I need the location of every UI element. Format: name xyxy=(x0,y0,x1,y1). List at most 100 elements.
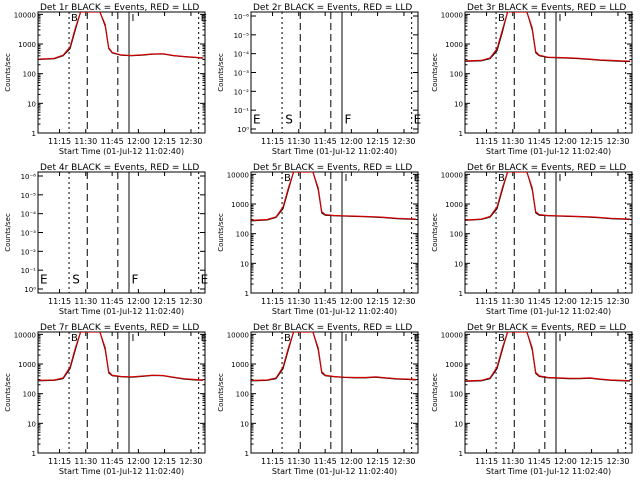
plot-frame xyxy=(464,11,633,134)
series-line-events xyxy=(251,332,417,382)
y-tick-label: 100 xyxy=(23,71,36,79)
time-marker-label: E xyxy=(628,173,634,184)
y-tick-label: 100 xyxy=(236,231,249,239)
series-line-lld xyxy=(251,172,417,221)
y-tick-label: 1 xyxy=(459,130,463,138)
chart-panel-det6: Det 6r BLACK = Events, RED = LLD Counts/s… xyxy=(431,163,634,316)
x-tick-label: 12:30 xyxy=(392,137,415,146)
time-marker-label: B xyxy=(498,333,505,344)
x-tick-label: 11:15 xyxy=(261,297,284,306)
y-tick-label: 10⁻¹ xyxy=(234,107,250,115)
x-tick-label: 11:30 xyxy=(287,297,310,306)
chart-panel-det3: Det 3r BLACK = Events, RED = LLD Counts/s… xyxy=(431,3,634,156)
panel-title: Det 1r BLACK = Events, RED = LLD xyxy=(40,3,199,13)
x-tick-label: 11:45 xyxy=(314,137,337,146)
panel-title: Det 6r BLACK = Events, RED = LLD xyxy=(467,163,626,173)
y-tick-label: 100 xyxy=(236,391,249,399)
x-tick-label: 11:30 xyxy=(74,457,97,466)
series-line-events xyxy=(465,332,631,382)
x-tick-label: 12:15 xyxy=(580,457,603,466)
time-marker-label: E xyxy=(414,333,420,344)
x-tick-label: 11:30 xyxy=(287,137,310,146)
y-tick-label: 10 xyxy=(454,100,463,108)
x-tick-label: 12:30 xyxy=(606,137,629,146)
y-tick-label: 1000 xyxy=(445,361,463,369)
x-tick-label: 12:30 xyxy=(392,297,415,306)
x-tick-label: 12:15 xyxy=(580,297,603,306)
x-tick-label: 12:15 xyxy=(366,137,389,146)
x-tick-label: 11:45 xyxy=(101,137,124,146)
time-marker-label: B xyxy=(284,173,291,184)
x-tick-label: 12:15 xyxy=(153,297,176,306)
y-tick-label: 1 xyxy=(245,450,249,458)
time-marker-label: E xyxy=(253,112,261,126)
y-tick-label: 100 xyxy=(450,391,463,399)
y-tick-label: 10 xyxy=(27,420,36,428)
series-line-events xyxy=(465,172,631,221)
y-tick-label: 10000 xyxy=(227,171,249,179)
x-tick-label: 11:30 xyxy=(74,137,97,146)
x-axis-label: Start Time (01-Jul-12 11:02:40) xyxy=(486,467,611,476)
x-tick-label: 11:45 xyxy=(528,137,551,146)
time-marker-label: E xyxy=(201,333,207,344)
x-tick-label: 11:30 xyxy=(501,297,524,306)
time-marker-label: S xyxy=(285,112,293,126)
x-tick-label: 11:45 xyxy=(314,297,337,306)
y-tick-label: 10⁻³ xyxy=(21,230,37,238)
x-axis-label: Start Time (01-Jul-12 11:02:40) xyxy=(272,467,397,476)
y-axis-label: Counts/sec xyxy=(431,213,439,252)
y-axis-label: Counts/sec xyxy=(4,213,12,252)
time-marker-label: F xyxy=(345,112,352,126)
y-tick-label: 10⁻⁶ xyxy=(234,13,250,21)
x-tick-label: 11:15 xyxy=(261,137,284,146)
y-tick-label: 10000 xyxy=(227,331,249,339)
y-tick-label: 10000 xyxy=(441,331,463,339)
y-tick-label: 1000 xyxy=(231,361,249,369)
x-tick-label: 12:00 xyxy=(554,137,577,146)
y-tick-label: 100 xyxy=(23,391,36,399)
x-axis-label: Start Time (01-Jul-12 11:02:40) xyxy=(272,307,397,316)
x-tick-label: 11:15 xyxy=(48,137,71,146)
series-line-lld xyxy=(465,332,631,382)
x-tick-label: 12:00 xyxy=(127,137,150,146)
x-axis-label: Start Time (01-Jul-12 11:02:40) xyxy=(486,307,611,316)
y-tick-label: 1000 xyxy=(445,41,463,49)
y-tick-label: 10⁻² xyxy=(21,248,37,256)
x-tick-label: 11:15 xyxy=(48,457,71,466)
x-tick-label: 11:45 xyxy=(528,457,551,466)
y-tick-label: 10 xyxy=(240,260,249,268)
time-marker-label: I xyxy=(132,13,135,24)
y-tick-label: 1 xyxy=(245,290,249,298)
x-tick-label: 11:45 xyxy=(101,457,124,466)
y-tick-label: 10⁰ xyxy=(24,286,36,294)
plot-frame xyxy=(464,331,633,454)
y-tick-label: 1000 xyxy=(445,201,463,209)
y-tick-label: 10 xyxy=(454,420,463,428)
y-tick-label: 10⁻⁵ xyxy=(21,192,37,200)
time-marker-label: I xyxy=(559,173,562,184)
y-tick-label: 10⁻¹ xyxy=(21,267,37,275)
x-tick-label: 11:30 xyxy=(501,457,524,466)
chart-panel-det4: Det 4r BLACK = Events, RED = LLD Counts/s… xyxy=(4,163,208,316)
x-tick-label: 12:00 xyxy=(127,457,150,466)
plot-frame xyxy=(250,331,419,454)
plot-frame xyxy=(37,11,206,134)
time-marker-label: I xyxy=(559,333,562,344)
y-tick-label: 1 xyxy=(32,130,36,138)
y-tick-label: 1 xyxy=(459,450,463,458)
panel-title: Det 7r BLACK = Events, RED = LLD xyxy=(40,323,199,333)
chart-panel-det2: Det 2r BLACK = Events, RED = LLD Counts/s… xyxy=(217,3,421,156)
x-tick-label: 11:15 xyxy=(475,457,498,466)
x-tick-label: 12:00 xyxy=(340,297,363,306)
time-marker-label: I xyxy=(132,333,135,344)
series-line-events xyxy=(251,172,417,222)
x-tick-label: 12:30 xyxy=(179,297,202,306)
series-line-lld xyxy=(465,12,631,62)
panel-title: Det 3r BLACK = Events, RED = LLD xyxy=(467,3,626,13)
series-line-lld xyxy=(38,12,204,60)
time-marker-label: F xyxy=(132,272,139,286)
x-tick-label: 12:30 xyxy=(606,457,629,466)
x-tick-label: 12:00 xyxy=(340,457,363,466)
y-tick-label: 10⁻² xyxy=(234,88,250,96)
x-tick-label: 11:15 xyxy=(48,297,71,306)
